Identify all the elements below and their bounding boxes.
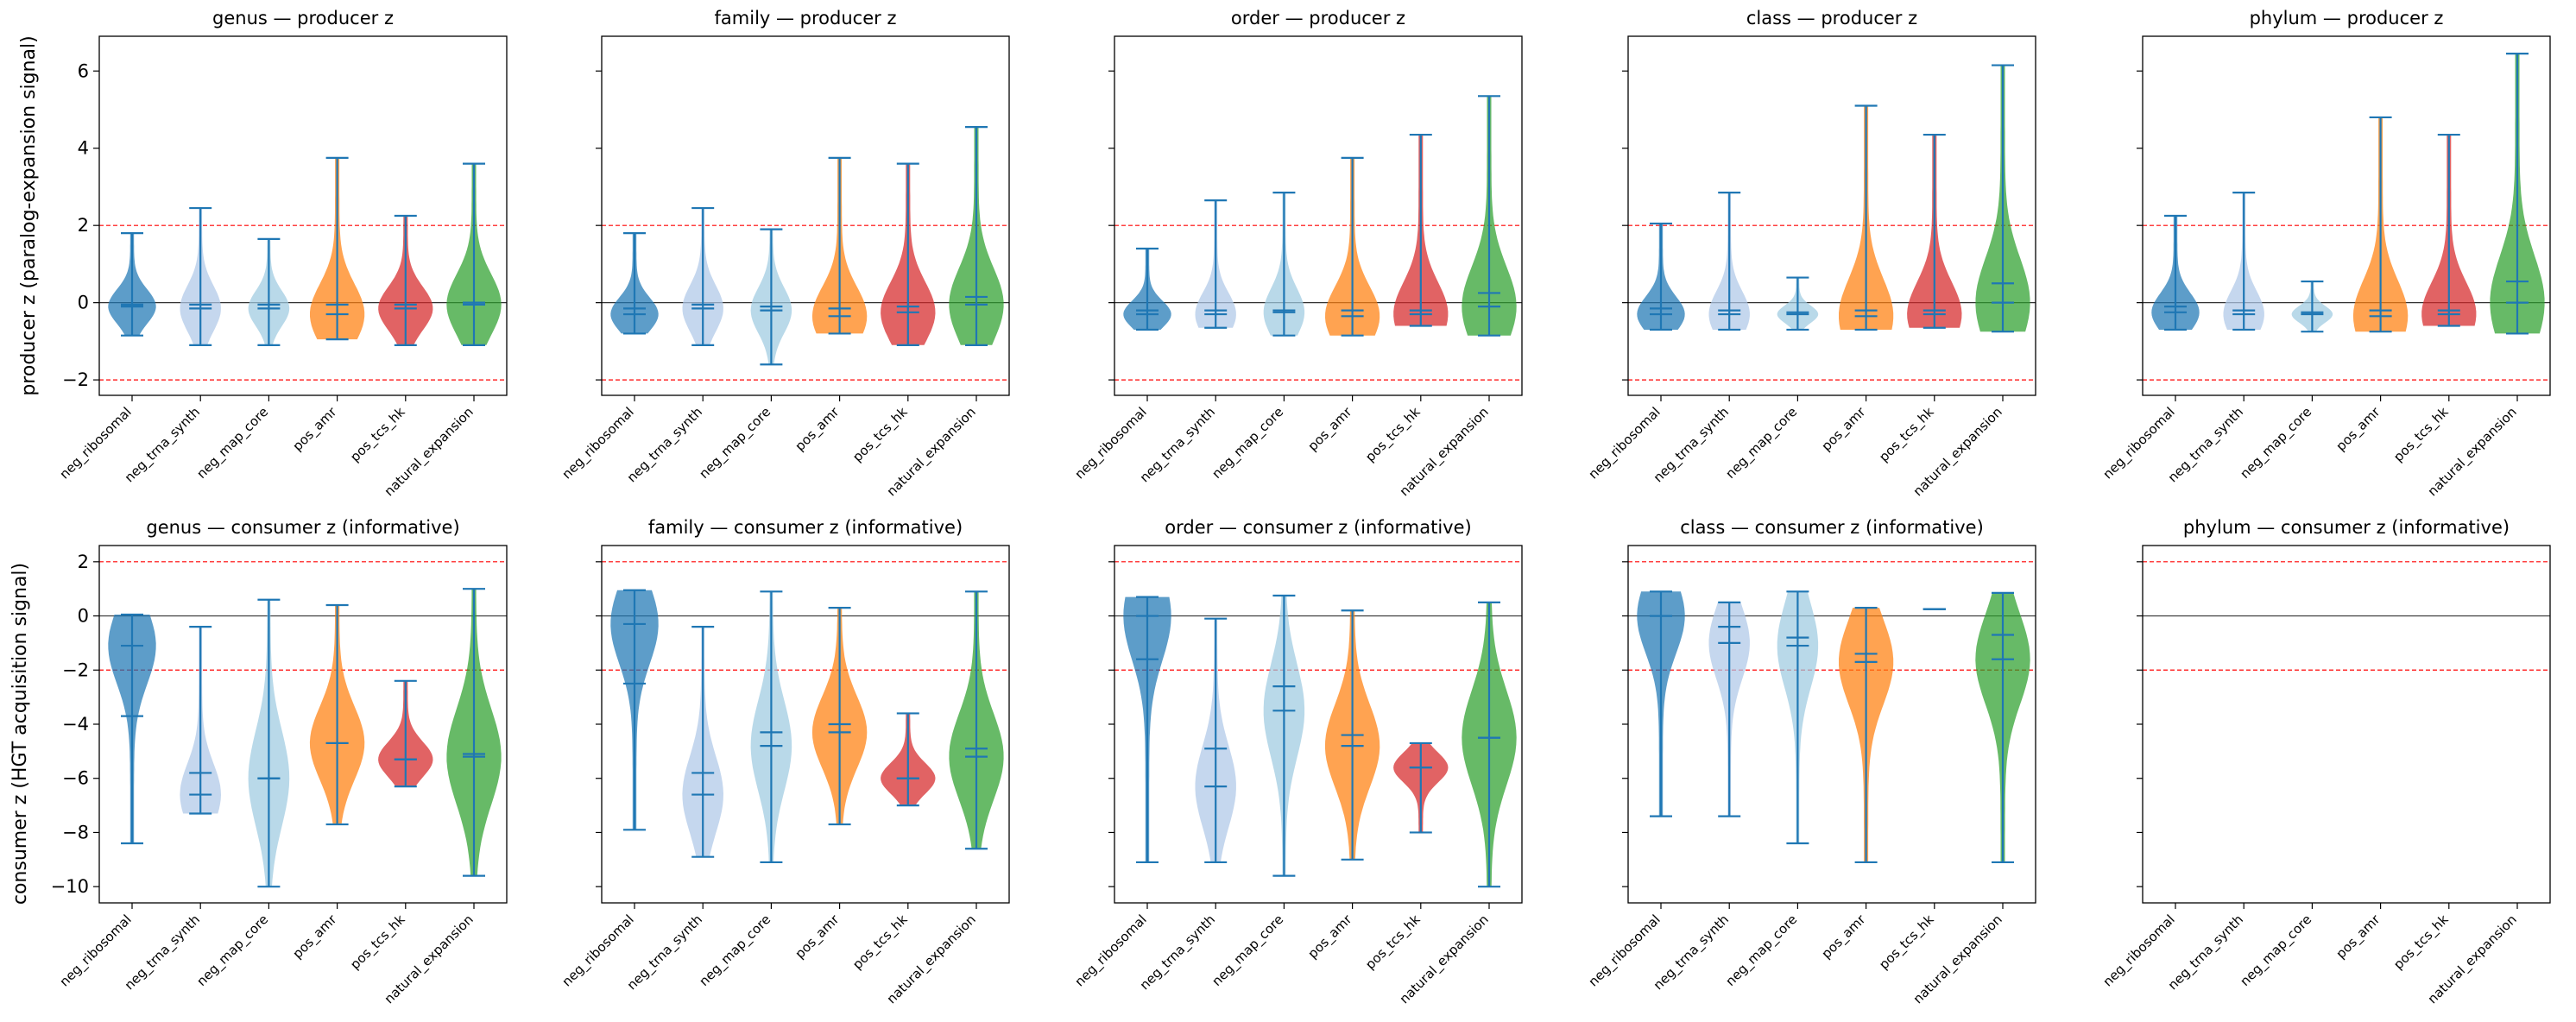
x-tick-label: neg_map_core [696,912,774,990]
axes-frame [1627,35,2036,396]
panel-title: class — consumer z (informative) [1680,517,1984,538]
x-tick-label: neg_trna_synth [624,404,706,486]
x-tick-label: neg_ribosomal [1071,404,1150,483]
y-tick-label: −2 [62,659,89,680]
panel-title: genus — producer z [212,8,394,28]
x-tick-label: neg_trna_synth [1651,404,1733,486]
x-tick-label: pos_amr [1818,404,1869,455]
x-tick-label: neg_trna_synth [2165,404,2247,486]
x-tick-label: neg_map_core [696,404,774,483]
axes-frame [1114,35,1523,396]
y-tick-label: 4 [78,138,89,159]
x-tick-label: neg_ribosomal [2099,912,2178,990]
x-tick-label: neg_ribosomal [56,912,135,990]
x-tick-label: neg_ribosomal [1585,912,1664,990]
panel-title: family — consumer z (informative) [648,517,963,538]
panel-title: order — producer z [1231,8,1405,28]
x-tick-label: neg_trna_synth [122,912,204,994]
panel-1: genus — producer z−20246neg_ribosomalneg… [56,8,508,500]
x-tick-label: pos_tcs_hk [2390,912,2452,973]
panel-8: order — consumer z (informative) neg_ribo… [1071,517,1523,1007]
x-tick-label: pos_amr [289,404,340,455]
axes-frame [601,35,1010,396]
x-tick-label: pos_amr [289,912,340,962]
x-tick-label: pos_amr [792,404,843,455]
panel-6: genus — consumer z (informative) −10 −8 −6 −… [51,517,508,1007]
panel-10: phylum — consumer z (informative) neg_rib… [2099,517,2551,1007]
x-tick-label: neg_map_core [2237,912,2315,990]
panel-9: class — consumer z (informative) neg_ribo… [1585,517,2036,1007]
x-tick-label: neg_map_core [1722,404,1801,483]
y-tick-label: −4 [62,714,89,735]
y-tick-label: 6 [78,60,89,81]
panel-7: family — consumer z (informative) neg_rib… [559,517,1010,1007]
x-tick-label: neg_ribosomal [559,404,637,483]
x-tick-label: neg_map_core [2237,404,2315,483]
x-tick-label: pos_tcs_hk [849,912,911,973]
x-tick-label: neg_trna_synth [1137,912,1219,994]
x-tick-label: pos_tcs_hk [2390,404,2452,465]
x-tick-label: neg_ribosomal [1071,912,1150,990]
row-1-ylabel: producer z (paralog-expansion signal) [18,35,40,395]
x-tick-label: neg_trna_synth [122,404,204,486]
x-tick-label: neg_map_core [1722,912,1801,990]
x-tick-label: pos_amr [1304,912,1355,962]
panel-title: phylum — producer z [2250,8,2444,28]
x-tick-label: neg_ribosomal [2099,404,2178,483]
x-tick-label: pos_amr [2333,404,2383,455]
axes-frame [1627,545,2036,904]
axes-frame [1114,545,1523,904]
panels: genus — producer z−20246neg_ribosomalneg… [51,8,2551,1007]
axes-frame [98,35,508,396]
x-tick-label: neg_map_core [193,404,272,483]
x-tick-label: pos_tcs_hk [1876,912,1937,973]
x-tick-label: pos_tcs_hk [1362,912,1424,973]
y-tick-label: 2 [78,552,89,572]
axes-frame [98,545,508,904]
x-tick-label: neg_trna_synth [1651,912,1733,994]
panel-title: phylum — consumer z (informative) [2183,517,2510,538]
y-tick-label: 0 [78,293,89,313]
x-tick-label: neg_trna_synth [624,912,706,994]
panel-title: class — producer z [1746,8,1917,28]
panel-5: phylum — producer z neg_ribosomalneg_trna… [2099,8,2551,500]
x-tick-label: neg_map_core [1209,912,1287,990]
x-tick-label: pos_tcs_hk [1876,404,1937,465]
y-tick-label: −2 [62,369,89,390]
y-tick-label: −10 [51,876,89,897]
y-tick-label: 2 [78,215,89,236]
x-tick-label: pos_amr [1304,404,1355,455]
axes-frame [2142,545,2551,904]
x-tick-label: neg_ribosomal [56,404,135,483]
x-tick-label: pos_amr [1818,912,1869,962]
panel-title: order — consumer z (informative) [1165,517,1471,538]
row-2-ylabel: consumer z (HGT acquisition signal) [9,563,31,905]
x-tick-label: pos_tcs_hk [347,912,408,973]
x-tick-label: pos_tcs_hk [1362,404,1424,465]
x-tick-label: neg_ribosomal [1585,404,1664,483]
x-tick-label: neg_map_core [1209,404,1287,483]
panel-title: family — producer z [715,8,897,28]
x-tick-label: pos_tcs_hk [849,404,911,465]
x-tick-label: neg_trna_synth [2165,912,2247,994]
y-tick-label: 0 [78,606,89,627]
y-tick-label: −6 [62,768,89,789]
x-tick-label: pos_amr [792,912,843,962]
axes-frame [2142,35,2551,396]
x-tick-label: pos_tcs_hk [347,404,408,465]
y-tick-label: −8 [62,822,89,842]
panel-2: family — producer z neg_ribosomalneg_trna… [559,8,1010,500]
panel-3: order — producer z neg_ribosomalneg_trna_… [1071,8,1523,500]
panel-title: genus — consumer z (informative) [146,517,459,538]
x-tick-label: neg_map_core [193,912,272,990]
x-tick-label: neg_ribosomal [559,912,637,990]
x-tick-label: pos_amr [2333,912,2383,962]
x-tick-label: neg_trna_synth [1137,404,1219,486]
panel-4: class — producer z neg_ribosomalneg_trna_… [1585,8,2036,500]
axes-frame [601,545,1010,904]
